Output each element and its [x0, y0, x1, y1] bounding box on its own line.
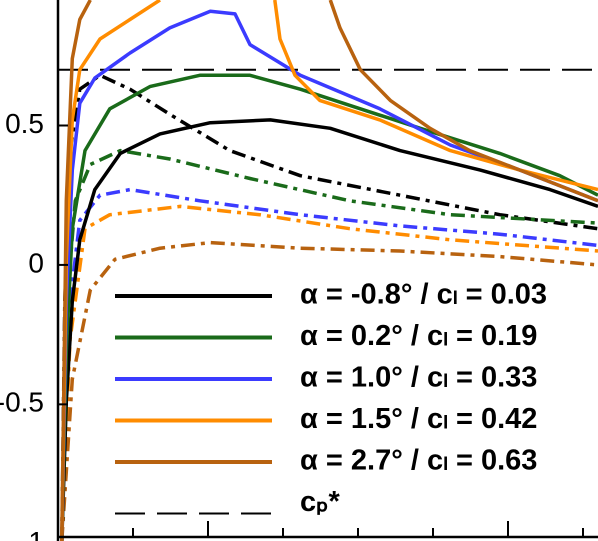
legend-box: [104, 276, 598, 534]
series-line: [60, 73, 598, 541]
legend-label: α = -0.8° / cₗ = 0.03: [300, 279, 547, 311]
series-line: [60, 118, 598, 541]
legend-label: cₚ*: [300, 486, 341, 518]
series-line: [60, 0, 598, 541]
y-tick-label: -0.5: [0, 387, 44, 418]
y-tick-label: 0.5: [5, 108, 44, 139]
series-line: [60, 187, 598, 541]
legend-label: α = 1.5° / cₗ = 0.42: [300, 403, 537, 435]
legend-label: α = 2.7° / cₗ = 0.63: [300, 445, 537, 477]
y-tick-label: 0: [28, 247, 44, 278]
legend-label: α = 0.2° / cₗ = 0.19: [300, 320, 537, 352]
series-line: [60, 204, 598, 541]
series-line: [60, 9, 598, 541]
series-line: [60, 240, 598, 541]
y-tick-label: -1: [19, 526, 44, 541]
legend-label: α = 1.0° / cₗ = 0.33: [300, 362, 537, 394]
